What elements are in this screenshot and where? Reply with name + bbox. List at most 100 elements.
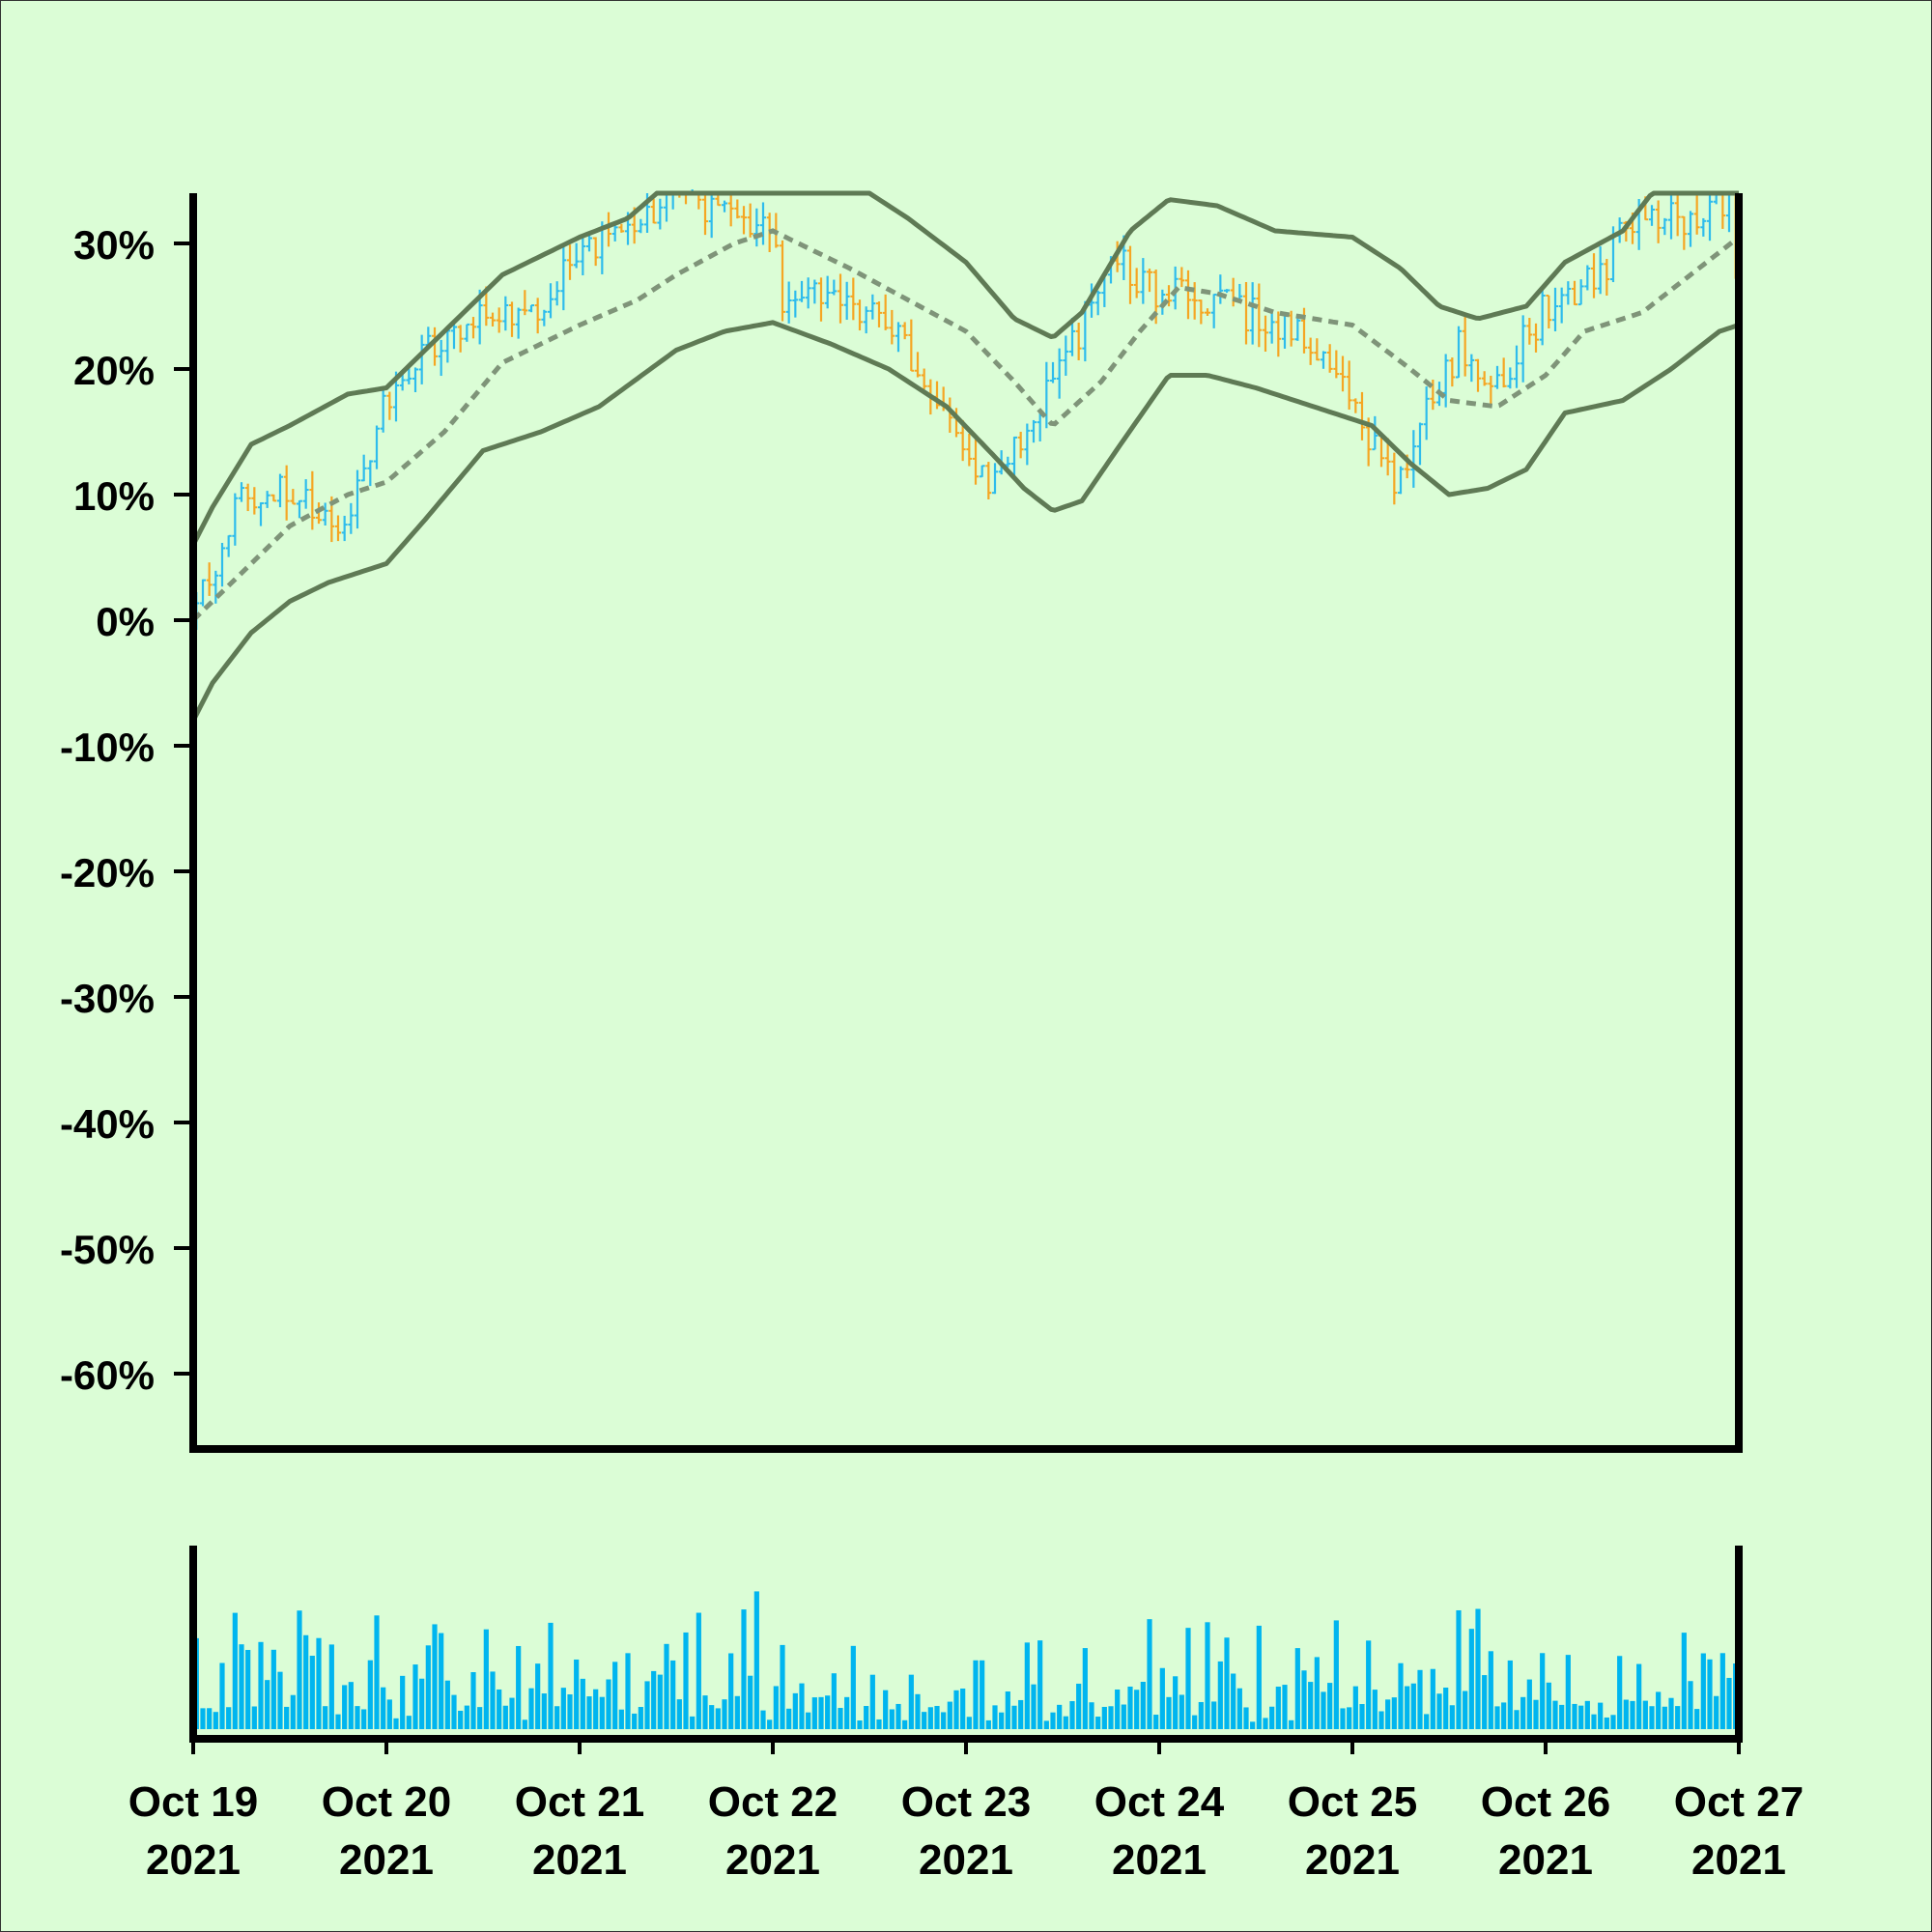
volume-bar <box>612 1662 618 1729</box>
volume-bar <box>1347 1707 1352 1729</box>
volume-bar <box>323 1706 328 1729</box>
volume-bar <box>1076 1683 1082 1729</box>
volume-bar <box>1127 1686 1133 1729</box>
volume-bar <box>895 1703 901 1729</box>
volume-bar <box>1069 1701 1075 1729</box>
volume-bar <box>953 1690 959 1729</box>
volume-bar <box>1475 1608 1481 1729</box>
volume-bar <box>297 1610 302 1729</box>
x-tick-label-date: Oct 20 <box>322 1778 452 1826</box>
volume-bar <box>606 1679 611 1729</box>
volume-bar <box>1294 1648 1300 1729</box>
volume-bar <box>638 1707 643 1729</box>
volume-bar <box>1533 1699 1539 1729</box>
volume-bar <box>792 1692 798 1729</box>
volume-bar <box>670 1660 676 1729</box>
volume-bar <box>1449 1705 1455 1729</box>
volume-bar <box>1656 1691 1662 1729</box>
volume-bar <box>374 1615 380 1729</box>
volume-bar <box>348 1682 354 1729</box>
volume-bar <box>567 1693 573 1729</box>
volume-bar <box>702 1695 708 1729</box>
volume-bar <box>1584 1700 1590 1729</box>
volume-bar <box>806 1712 811 1729</box>
volume-bar <box>477 1707 483 1729</box>
volume-bar <box>258 1641 264 1729</box>
volume-bar <box>1378 1711 1384 1729</box>
volume-bar <box>973 1660 979 1729</box>
volume-bar <box>838 1708 843 1729</box>
volume-bar <box>1063 1716 1068 1729</box>
volume-bar <box>767 1719 773 1729</box>
volume-bar <box>722 1699 727 1729</box>
volume-bar <box>1546 1682 1551 1729</box>
volume-bar <box>960 1688 966 1729</box>
y-tick-label: -60% <box>60 1352 155 1398</box>
volume-bar <box>947 1701 952 1729</box>
y-tick-label: -40% <box>60 1101 155 1147</box>
volume-bar <box>1140 1682 1146 1729</box>
volume-bar <box>857 1720 863 1729</box>
x-tick-label-date: Oct 19 <box>128 1778 259 1826</box>
volume-bar <box>818 1696 824 1729</box>
volume-bar <box>226 1707 232 1729</box>
volume-bar <box>922 1712 927 1729</box>
volume-bar <box>439 1633 444 1729</box>
x-tick-label-date: Oct 26 <box>1481 1778 1611 1826</box>
volume-bar <box>1243 1707 1249 1729</box>
x-tick-label-year: 2021 <box>146 1836 241 1884</box>
volume-bar <box>709 1705 715 1729</box>
volume-bar <box>980 1660 985 1729</box>
volume-bar <box>1192 1715 1198 1729</box>
volume-bar <box>1011 1705 1017 1729</box>
volume-bar <box>1507 1660 1513 1729</box>
volume-bar <box>696 1612 701 1729</box>
x-tick-label-year: 2021 <box>1498 1836 1593 1884</box>
volume-bar <box>1282 1685 1288 1729</box>
volume-bar <box>1321 1691 1326 1729</box>
volume-bar <box>1134 1690 1140 1729</box>
volume-bar <box>464 1705 469 1729</box>
volume-bar <box>1359 1704 1365 1729</box>
y-axis-labels: 30% 20% 10% 0% -10% -20% -30% -40% -50% -60% <box>60 222 193 1398</box>
volume-bar <box>941 1712 947 1729</box>
volume-bar <box>748 1675 753 1729</box>
volume-bar <box>522 1719 527 1729</box>
volume-bar <box>1617 1656 1623 1729</box>
volume-bar <box>1372 1690 1378 1729</box>
volume-bar <box>1694 1709 1700 1729</box>
volume-bar <box>1520 1696 1526 1729</box>
volume-bar <box>1108 1706 1114 1729</box>
volume-bar <box>1224 1637 1230 1729</box>
volume-bar <box>1436 1693 1442 1729</box>
volume-bar <box>1043 1720 1049 1729</box>
volume-bar <box>386 1699 392 1729</box>
volume-bar <box>1057 1704 1063 1729</box>
volume-bar <box>811 1697 817 1729</box>
volume-bar <box>1301 1670 1307 1729</box>
volume-bar <box>715 1708 721 1729</box>
volume-bar <box>1642 1700 1648 1729</box>
volume-bar <box>966 1717 972 1729</box>
volume-bar <box>1269 1706 1275 1729</box>
volume-bar <box>328 1644 334 1729</box>
volume-bar <box>734 1695 740 1729</box>
volume-bar <box>908 1674 914 1729</box>
volume-bar <box>883 1690 889 1729</box>
volume-bar <box>1115 1689 1121 1729</box>
volume-bar <box>335 1714 341 1729</box>
volume-bar <box>1173 1676 1179 1729</box>
volume-bar <box>625 1653 631 1729</box>
volume-bar <box>1352 1686 1358 1729</box>
volume-bar <box>400 1675 406 1729</box>
y-tick-label: -10% <box>60 724 155 770</box>
volume-bar <box>876 1719 882 1729</box>
volume-bar <box>207 1708 213 1729</box>
volume-bar <box>213 1712 218 1729</box>
volume-bar <box>432 1624 438 1729</box>
y-tick-label: 0% <box>96 599 155 644</box>
volume-bar <box>1456 1609 1462 1729</box>
volume-bar <box>1205 1622 1210 1729</box>
volume-bar <box>1707 1659 1713 1729</box>
